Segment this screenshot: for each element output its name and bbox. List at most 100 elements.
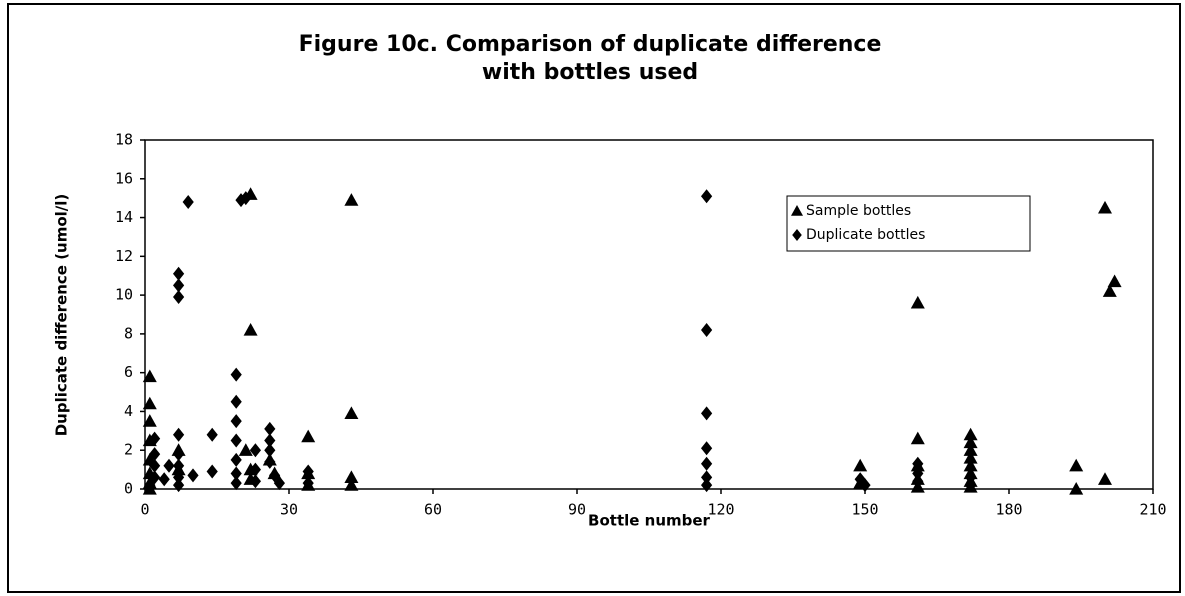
point bbox=[302, 476, 314, 491]
point bbox=[701, 470, 713, 485]
point bbox=[173, 478, 185, 493]
point bbox=[269, 468, 281, 483]
point bbox=[912, 466, 924, 481]
point bbox=[182, 195, 194, 210]
point bbox=[701, 323, 713, 338]
y-axis-title: Duplicate difference (umol/l) bbox=[53, 194, 71, 437]
point bbox=[173, 266, 185, 281]
legend-marker bbox=[791, 205, 803, 216]
point bbox=[910, 431, 925, 445]
point bbox=[158, 472, 170, 487]
legend-label: Duplicate bottles bbox=[806, 227, 925, 243]
legend-box bbox=[786, 195, 1031, 252]
point bbox=[344, 193, 359, 206]
point bbox=[912, 456, 924, 471]
chart-subtitle: with bottles used bbox=[482, 60, 698, 85]
point bbox=[206, 464, 218, 479]
point bbox=[173, 290, 185, 305]
point bbox=[240, 191, 252, 206]
point bbox=[249, 462, 261, 477]
y-tick-label: 14 bbox=[115, 208, 133, 226]
point bbox=[701, 189, 713, 204]
y-tick-label: 0 bbox=[124, 480, 133, 498]
y-tick-label: 10 bbox=[115, 286, 133, 304]
legend-marker bbox=[792, 229, 802, 241]
x-tick-label: 90 bbox=[568, 501, 586, 519]
point bbox=[264, 443, 276, 458]
y-tick-label: 12 bbox=[115, 247, 133, 265]
point bbox=[963, 443, 978, 456]
point bbox=[344, 406, 359, 419]
point bbox=[344, 478, 359, 491]
y-tick-label: 18 bbox=[115, 131, 133, 149]
point bbox=[230, 466, 242, 481]
point bbox=[230, 476, 242, 491]
x-axis-title: Bottle number bbox=[588, 512, 711, 530]
x-tick-label: 210 bbox=[1139, 501, 1166, 519]
point bbox=[965, 470, 977, 485]
point bbox=[963, 450, 978, 464]
frame bbox=[7, 3, 1181, 593]
point bbox=[963, 458, 978, 472]
point bbox=[273, 476, 285, 491]
point bbox=[301, 429, 316, 443]
point bbox=[701, 406, 713, 421]
point bbox=[1069, 458, 1084, 472]
x-tick-label: 120 bbox=[707, 501, 734, 519]
point bbox=[1098, 472, 1112, 485]
point bbox=[701, 456, 713, 471]
point bbox=[230, 433, 242, 448]
x-tick-label: 150 bbox=[851, 501, 878, 519]
point bbox=[142, 396, 157, 410]
y-tick-label: 4 bbox=[124, 402, 133, 420]
point bbox=[1102, 284, 1117, 297]
point bbox=[1098, 200, 1112, 214]
point bbox=[173, 458, 185, 473]
legend-label: Sample bottles bbox=[806, 203, 911, 219]
point bbox=[910, 295, 925, 309]
point bbox=[264, 421, 276, 436]
point bbox=[1107, 274, 1122, 288]
point bbox=[701, 441, 713, 456]
point bbox=[302, 464, 314, 479]
point bbox=[230, 394, 242, 409]
y-tick-label: 2 bbox=[124, 441, 133, 459]
point bbox=[249, 474, 261, 489]
point bbox=[173, 427, 185, 442]
point bbox=[264, 433, 276, 448]
x-tick-label: 60 bbox=[424, 501, 442, 519]
point bbox=[187, 468, 199, 483]
point bbox=[859, 478, 871, 493]
y-tick-label: 8 bbox=[124, 324, 133, 342]
point bbox=[142, 369, 157, 383]
y-tick-label: 16 bbox=[115, 169, 133, 187]
point bbox=[173, 470, 185, 485]
point bbox=[149, 447, 161, 462]
x-tick-label: 180 bbox=[995, 501, 1022, 519]
point bbox=[853, 458, 868, 472]
point bbox=[963, 427, 978, 441]
point bbox=[206, 427, 218, 442]
point bbox=[173, 447, 185, 462]
point bbox=[912, 474, 924, 489]
point bbox=[144, 478, 156, 493]
y-tick-label: 6 bbox=[124, 363, 133, 381]
point bbox=[173, 278, 185, 293]
point bbox=[149, 458, 161, 473]
point bbox=[142, 414, 157, 427]
point bbox=[238, 443, 253, 456]
point bbox=[701, 478, 713, 493]
plot-area bbox=[144, 139, 1154, 490]
point bbox=[965, 478, 977, 493]
point bbox=[163, 458, 175, 473]
point bbox=[963, 435, 978, 449]
chart-title: Figure 10c. Comparison of duplicate diff… bbox=[299, 32, 882, 57]
point bbox=[264, 454, 276, 469]
point bbox=[344, 470, 359, 483]
point bbox=[149, 431, 161, 446]
x-tick-label: 30 bbox=[280, 501, 298, 519]
point bbox=[249, 443, 261, 458]
point bbox=[1069, 482, 1084, 495]
point bbox=[243, 323, 258, 336]
